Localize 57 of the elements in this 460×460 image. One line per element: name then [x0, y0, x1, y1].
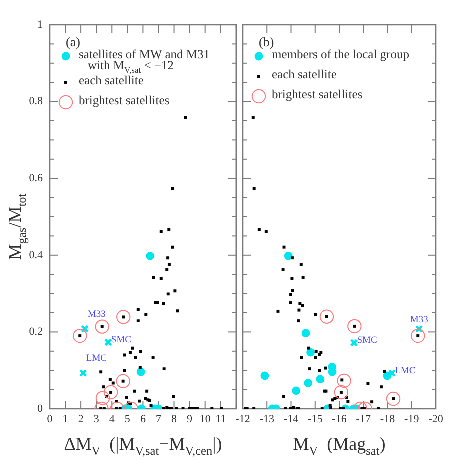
- x-tick-label: 4: [109, 413, 116, 426]
- x-tick-label: -14: [284, 413, 300, 426]
- x-tick-label: 1: [62, 413, 68, 426]
- y-tick-label: 0: [38, 402, 44, 415]
- x-tick-label: -16: [332, 413, 348, 426]
- x-tick-label: 3: [94, 413, 100, 426]
- y-axis-title: Mgas/Mtot: [4, 193, 29, 260]
- point: [304, 379, 313, 388]
- x-tick-label: -13: [260, 413, 275, 426]
- annotation: (b): [259, 34, 274, 50]
- point: [337, 374, 352, 388]
- x-tick-label: 5: [124, 413, 131, 426]
- point: [411, 328, 426, 344]
- point: [260, 372, 270, 380]
- x-tick-label: 7: [156, 413, 162, 426]
- annotation: M33: [88, 310, 106, 320]
- legend-label: brightest satellites: [272, 88, 363, 102]
- point: [292, 386, 301, 396]
- x-tick-label: -20: [428, 413, 444, 426]
- point: [350, 338, 358, 347]
- x-tick-label: -15: [308, 413, 324, 426]
- annotation: (a): [66, 34, 80, 50]
- x-tick-label: 10: [200, 413, 212, 426]
- point: [386, 392, 401, 406]
- annotation: M33: [410, 315, 429, 326]
- y-tick-label: 0.4: [29, 249, 44, 262]
- y-tick-label: 0.2: [29, 326, 43, 338]
- legend-label: each satellite: [79, 74, 144, 88]
- y-tick-label: 0.6: [29, 172, 44, 184]
- x-tick-label: 0: [47, 413, 54, 426]
- x-tick-label: -19: [404, 413, 420, 426]
- x-tick-label: -12: [236, 413, 250, 426]
- legend-label: members of the local group: [272, 48, 410, 62]
- x-tick-label: 6: [140, 413, 146, 426]
- x-tick-label: -17: [356, 413, 372, 426]
- point: [316, 375, 325, 384]
- x-tick-label: 8: [172, 413, 178, 426]
- annotation: SMC: [111, 336, 132, 346]
- x-tick-label: 9: [187, 413, 194, 426]
- annotation: SMC: [357, 336, 378, 346]
- point: [348, 319, 362, 334]
- point: [320, 310, 334, 324]
- x-tick-label: -18: [380, 413, 396, 426]
- x-tick-label: 2: [78, 413, 84, 426]
- point: [302, 329, 310, 338]
- y-tick-label: 1: [38, 18, 43, 31]
- legend-label: each satellite: [272, 68, 338, 82]
- annotation: LMC: [395, 366, 416, 376]
- point: [306, 348, 315, 357]
- point: [334, 385, 349, 400]
- annotation: LMC: [86, 354, 107, 364]
- point: [284, 252, 293, 260]
- point: [415, 325, 424, 334]
- legend-label: brightest satellites: [79, 94, 170, 108]
- x-tick-label: 11: [216, 413, 226, 426]
- y-tick-label: 0.8: [29, 96, 44, 108]
- point: [388, 369, 396, 378]
